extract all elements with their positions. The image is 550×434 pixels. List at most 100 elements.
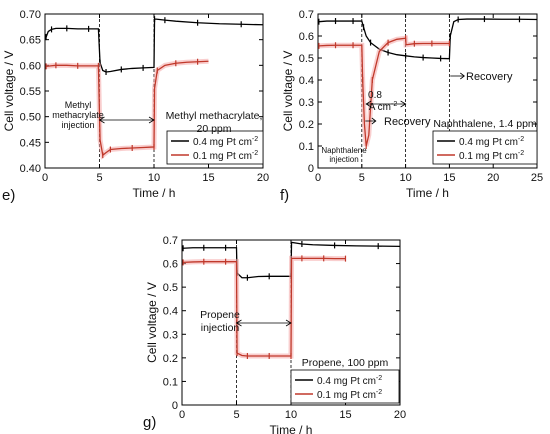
annotation: injection (61, 120, 94, 130)
legend-entry-sup: -2 (252, 150, 258, 157)
annotation: 0.8 (368, 90, 382, 101)
legend-entry-text: 0.4 mg Pt cm (317, 376, 376, 387)
y-tick-label: 0.2 (299, 119, 314, 131)
panel-label: g) (143, 414, 156, 431)
legend-entry: 0.4 mg Pt cm-2 (193, 136, 258, 148)
y-tick-label: 0.1 (163, 376, 178, 388)
arrow-head (371, 117, 377, 125)
series-band (182, 255, 346, 359)
arrow-head (460, 72, 465, 80)
y-axis-label: Cell voltage / V (145, 282, 159, 363)
y-tick-label: 0.6 (299, 31, 314, 43)
x-tick-label: 20 (257, 172, 269, 184)
chart-panel-f: 0 5 10 15 20 25 0 0.1 0.2 0.3 0.4 0.5 0.6 0.7 Time / h… (280, 9, 543, 204)
legend-entry-text: 0.4 mg Pt cm (193, 137, 252, 148)
y-tick-label: 0.3 (299, 97, 314, 109)
legend-entry-sup: -2 (376, 389, 382, 396)
y-tick-label: 0.7 (299, 9, 314, 21)
legend-entry-text: 0.1 mg Pt cm (317, 390, 376, 401)
legend-entry: 0.1 mg Pt cm-2 (317, 389, 382, 401)
x-tick-label: 10 (285, 409, 297, 421)
legend-box (432, 130, 538, 165)
annotation: Methyl methacrylate, (166, 110, 263, 122)
x-tick-label: 20 (487, 172, 499, 184)
x-tick-label: 15 (339, 409, 351, 421)
chart-panel-g: 0 5 10 15 20 0 0.1 0.2 0.3 0.4 0.5 0.6 0.7 Time / h Ce… (143, 235, 406, 434)
annotation: Methyl (65, 100, 92, 110)
y-tick-label: 0.40 (20, 163, 41, 175)
y-tick-label: 0.60 (20, 60, 41, 72)
legend-entry-sup: -2 (376, 375, 382, 382)
y-tick-label: 0.2 (163, 353, 178, 365)
annotation: 20 ppm (196, 123, 231, 135)
x-tick-label: 5 (359, 172, 365, 184)
annotation: Naphthalene (321, 146, 367, 155)
x-tick-label: 25 (531, 172, 543, 184)
panel-label: f) (280, 187, 289, 204)
series-line (183, 241, 401, 279)
y-tick-label: 0.5 (163, 282, 178, 294)
y-tick-label: 0.7 (163, 235, 178, 247)
series-line (318, 18, 538, 60)
annotation: Propene, 100 ppm (302, 357, 389, 369)
y-tick-label: 0.6 (163, 259, 178, 271)
legend-entry: 0.1 mg Pt cm-2 (193, 150, 258, 162)
annotation: Recovery (466, 71, 513, 83)
y-tick-label: 0.70 (20, 9, 41, 21)
series-line (45, 18, 264, 73)
legend-entry-sup: -2 (252, 136, 258, 143)
x-tick-label: 15 (443, 172, 455, 184)
x-axis-label: Time / h (133, 186, 176, 200)
panel-label: e) (2, 187, 15, 204)
legend-box (166, 130, 264, 165)
annotation: injection (201, 322, 240, 334)
legend-entry-sup: -2 (518, 150, 524, 157)
x-tick-label: 10 (399, 172, 411, 184)
annotation-sup: -2 (391, 101, 397, 108)
legend-entry-text: 0.4 mg Pt cm (459, 137, 518, 148)
annotation: Recovery (384, 116, 431, 128)
arrow-head (148, 116, 155, 124)
y-tick-label: 0.65 (20, 35, 41, 47)
x-tick-label: 20 (394, 409, 406, 421)
arrow-head (235, 319, 242, 327)
y-tick-label: 0 (308, 163, 314, 175)
x-axis-label: Time / h (406, 186, 449, 200)
x-tick-label: 5 (233, 409, 239, 421)
x-tick-label: 0 (179, 409, 185, 421)
y-tick-label: 0.5 (299, 53, 314, 65)
y-tick-label: 0.50 (20, 112, 41, 124)
arrow-head (285, 319, 292, 327)
arrow-head (98, 116, 105, 124)
legend-entry: 0.4 mg Pt cm-2 (317, 375, 382, 387)
y-tick-label: 0.45 (20, 137, 41, 149)
annotation: Naphthalene, 1.4 ppm (433, 118, 537, 130)
x-tick-label: 5 (96, 172, 102, 184)
x-tick-label: 0 (42, 172, 48, 184)
series-line (318, 37, 450, 147)
y-axis-label: Cell voltage / V (281, 51, 295, 132)
y-tick-label: 0.55 (20, 86, 41, 98)
legend-box (290, 369, 400, 404)
plot-frame (317, 13, 538, 169)
chart-panel-e: 0 5 10 15 20 0.40 0.45 0.50 0.55 0.60 0.65 0.70 Time… (2, 9, 269, 204)
legend-entry: 0.1 mg Pt cm-2 (459, 150, 524, 162)
arrow-head (400, 100, 407, 108)
y-tick-label: 0.4 (299, 75, 314, 87)
y-tick-label: 0.3 (163, 329, 178, 341)
y-tick-label: 0.1 (299, 141, 314, 153)
y-axis-label: Cell voltage / V (2, 51, 16, 132)
y-tick-label: 0 (172, 400, 178, 412)
series-band (318, 35, 450, 147)
annotation: Propene (200, 309, 240, 321)
legend-entry-sup: -2 (518, 136, 524, 143)
series-line (46, 60, 209, 157)
y-tick-label: 0.4 (163, 306, 178, 318)
legend-entry-text: 0.1 mg Pt cm (459, 151, 518, 162)
annotation: A cm (369, 102, 391, 113)
arrow-head (365, 100, 372, 108)
annotation: injection (329, 155, 358, 164)
series-line (183, 257, 346, 357)
annotation: methacrylate (52, 110, 104, 120)
